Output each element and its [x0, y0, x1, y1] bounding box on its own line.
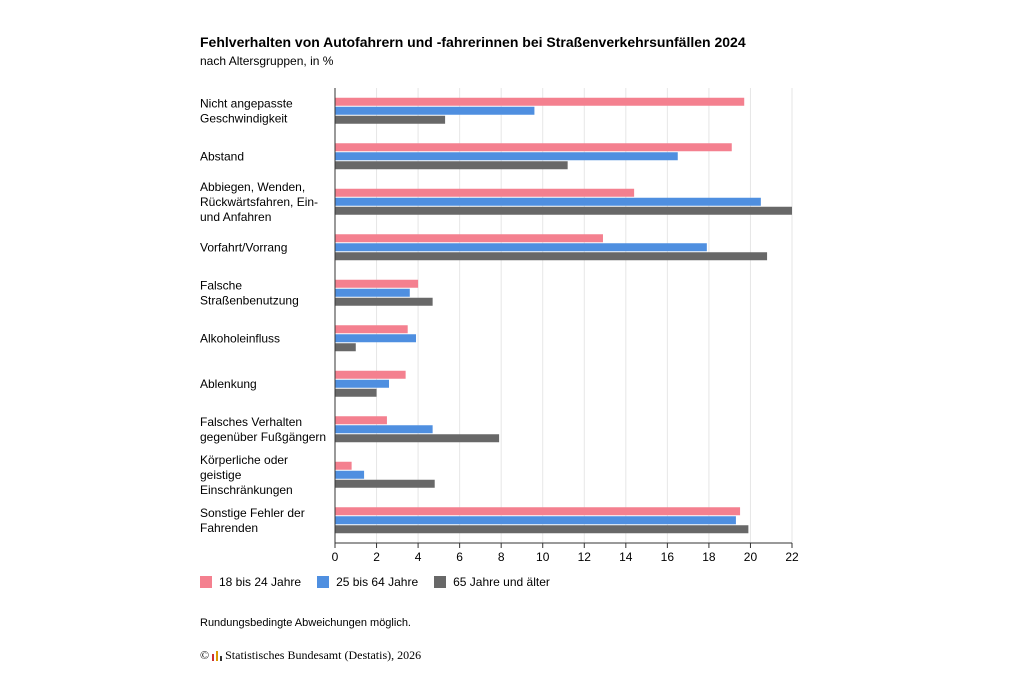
bar[interactable]	[335, 234, 603, 243]
x-tick-label: 14	[619, 550, 633, 564]
bar[interactable]	[335, 434, 500, 443]
legend-item-65-plus[interactable]: 65 Jahre und älter	[434, 575, 550, 589]
copyright-symbol: ©	[200, 648, 210, 662]
destatis-logo-icon	[212, 650, 223, 661]
bar[interactable]	[335, 161, 568, 170]
bar[interactable]	[335, 106, 535, 115]
bar[interactable]	[335, 325, 408, 334]
bar[interactable]	[335, 243, 707, 252]
bar[interactable]	[335, 479, 435, 488]
chart-title: Fehlverhalten von Autofahrern und -fahre…	[200, 34, 746, 50]
x-tick-label: 18	[702, 550, 716, 564]
source-text: Statistisches Bundesamt (Destatis), 2026	[225, 648, 422, 662]
footnote: Rundungsbedingte Abweichungen möglich.	[200, 617, 411, 629]
bar[interactable]	[335, 370, 406, 379]
legend-swatch	[200, 576, 212, 588]
bar[interactable]	[335, 334, 417, 343]
legend-item-18-24[interactable]: 18 bis 24 Jahre	[200, 575, 301, 589]
bar[interactable]	[335, 97, 745, 106]
legend-label: 25 bis 64 Jahre	[336, 575, 419, 589]
category-label: Alkoholeinfluss	[200, 331, 280, 345]
source-line: © Statistisches Bundesamt (Destatis), 20…	[200, 648, 421, 663]
bar[interactable]	[335, 188, 635, 197]
x-tick-label: 12	[578, 550, 592, 564]
category-label: Falsches Verhalten gegenüber Fußgängern	[200, 415, 326, 444]
bar[interactable]	[335, 388, 377, 397]
category-label: Ablenkung	[200, 377, 257, 391]
legend-item-25-64[interactable]: 25 bis 64 Jahre	[317, 575, 418, 589]
bar[interactable]	[335, 525, 749, 534]
bar[interactable]	[335, 507, 741, 516]
bar[interactable]	[335, 379, 390, 388]
category-label: Nicht angepasste Geschwindigkeit	[200, 96, 293, 125]
bar[interactable]	[335, 279, 419, 288]
category-label: Körperliche oder geistige Einschränkungen	[200, 453, 293, 497]
bar[interactable]	[335, 470, 365, 479]
category-label: Abstand	[200, 149, 244, 163]
x-tick-label: 4	[415, 550, 422, 564]
category-label: Vorfahrt/Vorrang	[200, 240, 287, 254]
x-tick-label: 20	[744, 550, 758, 564]
bar[interactable]	[335, 252, 768, 261]
category-label: Falsche Straßenbenutzung	[200, 278, 299, 307]
category-label: Abbiegen, Wenden, Rückwärtsfahren, Ein-un…	[200, 180, 318, 224]
x-tick-label: 16	[661, 550, 675, 564]
x-tick-label: 10	[536, 550, 550, 564]
bar[interactable]	[335, 143, 732, 152]
bar[interactable]	[335, 516, 736, 525]
bar[interactable]	[335, 425, 433, 434]
bar[interactable]	[335, 197, 761, 206]
legend: 18 bis 24 Jahre 25 bis 64 Jahre 65 Jahre…	[200, 575, 550, 589]
bar-chart: Nicht angepasste Geschwindigkeit Abstand Ab…	[200, 88, 799, 564]
bar[interactable]	[335, 152, 678, 161]
category-label: Sonstige Fehler der Fahrenden	[200, 506, 305, 535]
bar[interactable]	[335, 343, 356, 352]
x-tick-label: 8	[498, 550, 505, 564]
x-tick-label: 22	[785, 550, 799, 564]
legend-label: 65 Jahre und älter	[453, 575, 550, 589]
chart-subtitle: nach Altersgruppen, in %	[200, 54, 334, 68]
x-tick-label: 2	[373, 550, 380, 564]
bar[interactable]	[335, 206, 792, 215]
x-tick-label: 0	[332, 550, 339, 564]
bar[interactable]	[335, 461, 352, 470]
bar[interactable]	[335, 115, 446, 124]
legend-swatch	[434, 576, 447, 588]
legend-swatch	[317, 576, 330, 588]
x-tick-label: 6	[456, 550, 463, 564]
legend-label: 18 bis 24 Jahre	[219, 575, 302, 589]
bar[interactable]	[335, 288, 410, 297]
bar[interactable]	[335, 416, 387, 425]
bar[interactable]	[335, 297, 433, 306]
